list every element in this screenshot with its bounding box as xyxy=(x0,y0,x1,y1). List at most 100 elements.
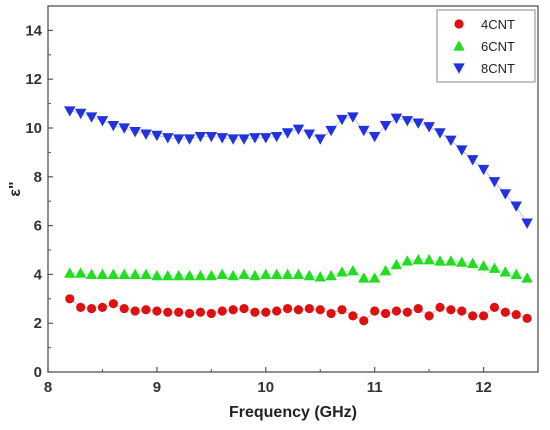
x-tick-label: 12 xyxy=(475,379,492,396)
data-point xyxy=(488,262,501,273)
data-point xyxy=(130,306,140,316)
data-point xyxy=(314,271,326,282)
data-point xyxy=(457,306,467,316)
data-point xyxy=(172,134,185,145)
data-point xyxy=(359,316,369,326)
plot-frame xyxy=(47,5,539,373)
data-point xyxy=(348,311,358,321)
data-point xyxy=(315,305,325,315)
data-point xyxy=(478,311,489,321)
data-point xyxy=(129,268,141,279)
data-point xyxy=(401,116,414,127)
data-point xyxy=(521,218,533,229)
data-point xyxy=(434,128,446,139)
y-tick-label: 12 xyxy=(25,71,42,88)
data-point xyxy=(140,268,152,279)
data-point xyxy=(402,307,412,317)
data-point xyxy=(477,260,490,271)
y-axis-label: ε" xyxy=(7,181,24,196)
data-point xyxy=(206,308,216,319)
data-point xyxy=(272,306,282,316)
legend-item-6cnt: 6CNT xyxy=(453,39,515,54)
data-point xyxy=(217,306,227,316)
legend-label: 8CNT xyxy=(481,61,515,76)
data-point xyxy=(183,269,196,281)
data-point xyxy=(281,128,294,139)
y-tick-label: 10 xyxy=(25,120,42,137)
data-point xyxy=(152,306,162,316)
data-point xyxy=(85,112,98,123)
data-point xyxy=(216,268,228,279)
data-point xyxy=(184,308,195,319)
data-point xyxy=(216,133,228,144)
y-axis-ticks: 0 2 4 6 8 10 12 14 xyxy=(25,22,53,381)
data-point xyxy=(413,303,423,314)
data-point xyxy=(456,145,468,156)
data-point xyxy=(336,114,348,126)
y-tick-label: 14 xyxy=(25,22,42,39)
data-point xyxy=(521,272,533,283)
data-point xyxy=(314,134,326,145)
data-point xyxy=(368,131,381,143)
x-tick-label: 11 xyxy=(367,379,383,396)
data-point xyxy=(205,269,218,281)
x-axis-label: Frequency (GHz) xyxy=(229,404,357,421)
data-point xyxy=(281,268,294,279)
data-point xyxy=(64,267,76,278)
data-point xyxy=(337,305,347,315)
data-point xyxy=(488,177,501,188)
data-point xyxy=(249,269,261,281)
data-point xyxy=(151,130,163,142)
data-point xyxy=(445,135,457,146)
y-tick-label: 2 xyxy=(34,315,42,332)
data-point xyxy=(96,268,109,279)
x-tick-label: 9 xyxy=(153,379,161,396)
data-point xyxy=(347,264,359,276)
data-point xyxy=(174,307,184,317)
data-point xyxy=(336,266,348,277)
legend-item-4cnt: 4CNT xyxy=(454,17,515,32)
data-point xyxy=(390,258,403,270)
data-point xyxy=(424,311,434,321)
data-point xyxy=(194,131,207,143)
data-point xyxy=(347,112,359,123)
data-point xyxy=(435,302,445,312)
data-point xyxy=(511,310,521,320)
data-point xyxy=(391,306,402,316)
data-point xyxy=(325,269,337,281)
data-point xyxy=(510,268,522,279)
data-point xyxy=(303,129,316,140)
data-point xyxy=(162,133,174,144)
data-point xyxy=(64,106,76,117)
data-point xyxy=(129,127,141,138)
data-point xyxy=(172,269,185,281)
data-point xyxy=(205,131,218,143)
data-point xyxy=(390,113,403,124)
data-point xyxy=(96,116,109,127)
data-point xyxy=(477,164,490,176)
data-point xyxy=(401,255,414,266)
data-point xyxy=(97,302,108,312)
data-point xyxy=(260,133,272,144)
x-axis-ticks: 8 9 10 11 12 xyxy=(44,367,492,396)
data-point xyxy=(76,302,86,312)
data-point xyxy=(500,307,510,317)
data-point xyxy=(239,303,249,314)
data-point xyxy=(107,268,120,279)
data-point xyxy=(227,269,239,281)
legend-box xyxy=(436,9,536,83)
series-6cnt xyxy=(64,254,533,283)
data-point xyxy=(282,303,293,314)
data-point xyxy=(358,272,370,283)
series-4cnt xyxy=(65,294,532,326)
data-point xyxy=(466,155,479,166)
data-point xyxy=(140,129,152,140)
data-point xyxy=(510,201,522,212)
data-point xyxy=(456,256,468,267)
data-point xyxy=(228,305,238,315)
data-point xyxy=(446,305,456,315)
y-tick-label: 0 xyxy=(34,364,42,381)
data-point xyxy=(107,120,120,132)
legend: 4CNT 6CNT 8CNT xyxy=(436,9,536,83)
data-point xyxy=(499,189,512,200)
